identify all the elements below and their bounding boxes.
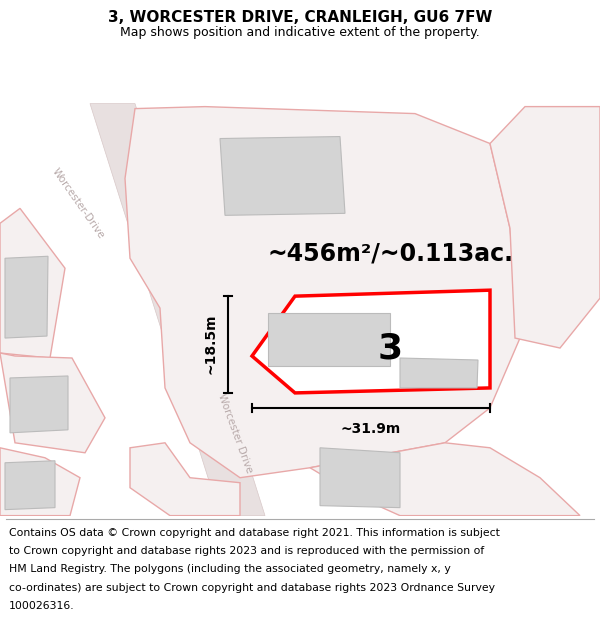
Text: 100026316.: 100026316. [9,601,74,611]
Text: to Crown copyright and database rights 2023 and is reproduced with the permissio: to Crown copyright and database rights 2… [9,546,484,556]
Text: ~18.5m: ~18.5m [203,314,217,374]
Polygon shape [220,136,345,216]
Text: ~456m²/~0.113ac.: ~456m²/~0.113ac. [267,241,513,265]
Polygon shape [310,442,580,516]
Polygon shape [10,376,68,433]
Text: Worcester-Drive: Worcester-Drive [50,166,106,241]
Text: co-ordinates) are subject to Crown copyright and database rights 2023 Ordnance S: co-ordinates) are subject to Crown copyr… [9,582,495,592]
Polygon shape [125,107,520,478]
Text: Worcester Drive: Worcester Drive [216,392,254,474]
Polygon shape [490,107,600,348]
Text: 3: 3 [377,331,403,365]
Polygon shape [130,442,240,516]
Polygon shape [5,461,55,509]
Polygon shape [0,208,65,358]
Polygon shape [400,358,478,388]
Polygon shape [252,290,490,393]
Text: Map shows position and indicative extent of the property.: Map shows position and indicative extent… [120,26,480,39]
Text: ~31.9m: ~31.9m [341,422,401,436]
Polygon shape [0,353,105,452]
Polygon shape [0,448,80,516]
Polygon shape [5,256,48,338]
Polygon shape [90,104,265,516]
Text: Contains OS data © Crown copyright and database right 2021. This information is : Contains OS data © Crown copyright and d… [9,528,500,538]
Text: HM Land Registry. The polygons (including the associated geometry, namely x, y: HM Land Registry. The polygons (includin… [9,564,451,574]
Polygon shape [268,313,390,366]
Polygon shape [320,448,400,508]
Text: 3, WORCESTER DRIVE, CRANLEIGH, GU6 7FW: 3, WORCESTER DRIVE, CRANLEIGH, GU6 7FW [108,10,492,25]
